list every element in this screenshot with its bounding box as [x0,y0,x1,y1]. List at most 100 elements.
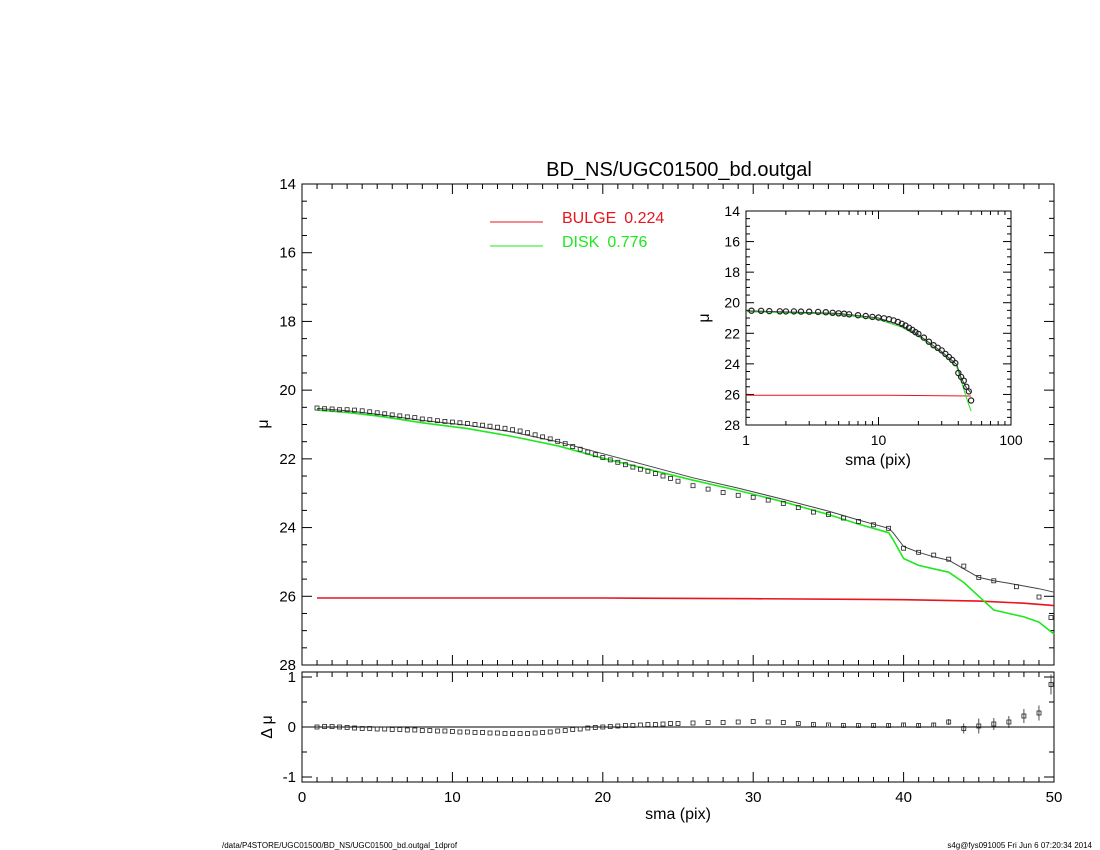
legend-disk-label: DISK 0.776 [562,234,647,251]
main-observed-point [570,444,576,449]
residuals-y-axis-label: Δ μ [259,715,276,738]
main-observed-point [856,519,861,524]
main-observed-point [750,494,756,500]
residuals-point [314,724,320,730]
residuals-point [442,728,448,734]
main-observed-point [344,407,350,413]
residuals-point [886,723,891,728]
residuals-x-tick-label: 50 [1046,789,1063,806]
residuals-point [457,729,463,735]
main-y-tick-label: 24 [279,520,296,537]
residuals-point [826,722,831,728]
main-observed-point [811,509,816,515]
legend: BULGE 0.224 DISK 0.776 [490,210,664,251]
main-observed-point [638,466,643,472]
residuals-y-tick-label: -1 [283,769,296,786]
main-observed-point [374,410,380,416]
main-observed-point [946,556,952,562]
main-observed-point [359,408,365,414]
residuals-point [991,721,997,727]
legend-bulge-label: BULGE 0.224 [562,210,664,227]
inset-y-tick-label: 26 [724,386,740,402]
main-observed-point [826,512,831,517]
inset-observed-point [942,350,949,358]
residuals-point [382,726,388,732]
main-disk-line [316,409,1055,635]
residuals-point [638,722,643,728]
inset-y-tick-label: 24 [724,356,740,372]
inset-y-tick-label: 14 [724,203,740,219]
inset-observed-point [915,330,922,338]
main-observed-point [961,563,967,569]
residuals-point [1021,713,1027,719]
residuals-point [577,726,583,732]
footer-file-path: /data/P4STORE/UGC01500/BD_NS/UGC01500_bd… [222,841,458,850]
residuals-point [1036,710,1042,716]
residuals-point [592,725,598,730]
inset-y-axis-label: μ [696,313,713,322]
main-y-tick-label: 16 [279,245,296,262]
main-observed-point [585,449,591,455]
residuals-point [344,725,350,730]
residuals-y-tick-label: 1 [288,669,296,686]
main-observed-point [675,478,681,484]
residuals-point [329,724,335,729]
inset-observed-point [806,308,813,315]
residuals-point [871,723,876,728]
residuals-point [464,729,470,735]
inset-observed-point [790,308,798,315]
main-observed-point [1014,584,1019,590]
main-observed-point [1036,594,1042,600]
main-observed-point [645,468,651,474]
footer-timestamp: s4g@fys091005 Fri Jun 6 07:20:34 2014 [947,841,1092,850]
inset-observed-point [776,308,784,315]
residuals-point [337,724,343,730]
main-observed-point [352,407,358,413]
inset-observed-point [967,397,975,404]
residuals-point [916,723,921,728]
residuals-point [841,723,846,728]
residuals-point [367,726,373,731]
residuals-point [615,723,621,729]
inset-observed-point [960,377,968,384]
residuals-point [623,723,628,728]
inset-y-tick-label: 16 [724,234,740,250]
main-observed-point [337,407,343,413]
main-observed-point [412,415,418,421]
residuals-x-tick-label: 40 [895,789,912,806]
main-observed-point [457,420,463,426]
residuals-point [765,719,771,725]
residuals-x-tick-label: 30 [745,789,762,806]
residuals-point [480,730,485,735]
inset-observed-point [797,308,805,315]
residuals-point [735,719,741,725]
main-y-tick-label: 26 [279,588,296,605]
main-observed-point [367,409,373,415]
main-observed-point [547,436,553,442]
main-observed-point [623,462,628,468]
inset-model-line [745,310,972,394]
main-observed-point [795,505,801,511]
main-observed-point [472,422,478,427]
residuals-point [607,724,613,729]
main-observed-point [886,525,891,531]
residuals-point [668,721,673,726]
inset-observed-point [854,312,862,319]
residuals-point [705,720,711,725]
residuals-point [434,728,440,734]
main-observed-point [464,421,470,426]
main-observed-point [871,522,876,528]
main-observed-point [660,473,666,479]
main-observed-point [1048,615,1054,620]
main-y-tick-label: 14 [279,176,296,193]
residuals-point [653,722,658,727]
residuals-point [660,721,666,727]
residuals-point [976,723,982,729]
main-observed-point [668,475,673,481]
main-observed-point [404,414,410,420]
inset-x-tick-label: 10 [871,432,887,448]
main-observed-point [916,549,921,555]
main-observed-point [329,406,335,412]
inset-log-profile-panel: 14 16 18 20 22 24 26 281 10 100 sma (pix) μ [696,203,1023,469]
